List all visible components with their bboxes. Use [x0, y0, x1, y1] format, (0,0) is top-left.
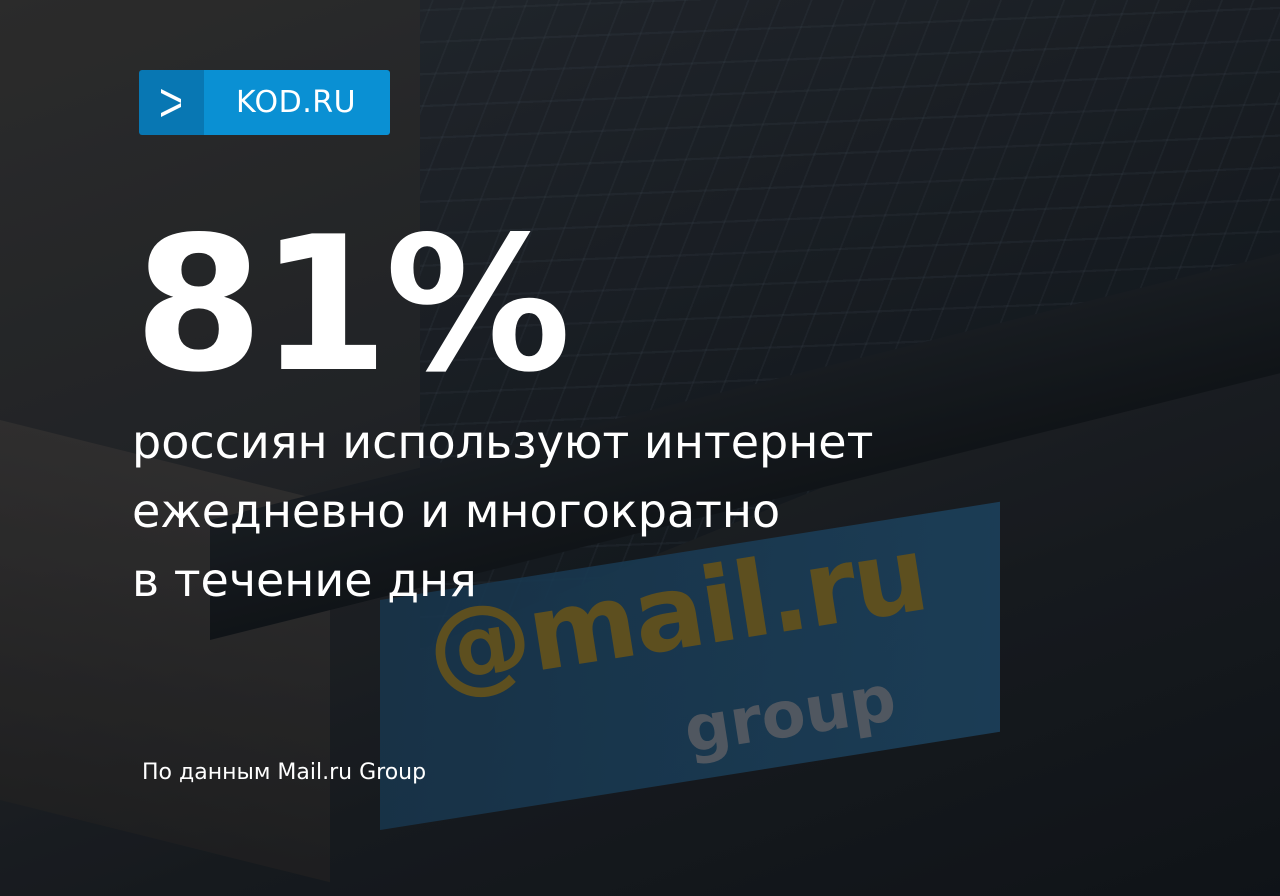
stat-description: россиян используют интернет ежедневно и …: [132, 408, 873, 615]
description-line: в течение дня: [132, 553, 477, 607]
chevron-right-icon: [139, 70, 204, 135]
kod-logo: KOD.RU: [139, 70, 390, 135]
source-note: По данным Mail.ru Group: [142, 760, 427, 785]
logo-name: KOD.RU: [204, 70, 390, 135]
stat-value: 81%: [134, 196, 571, 413]
description-line: россиян используют интернет: [132, 415, 874, 469]
description-line: ежедневно и многократно: [132, 484, 781, 538]
